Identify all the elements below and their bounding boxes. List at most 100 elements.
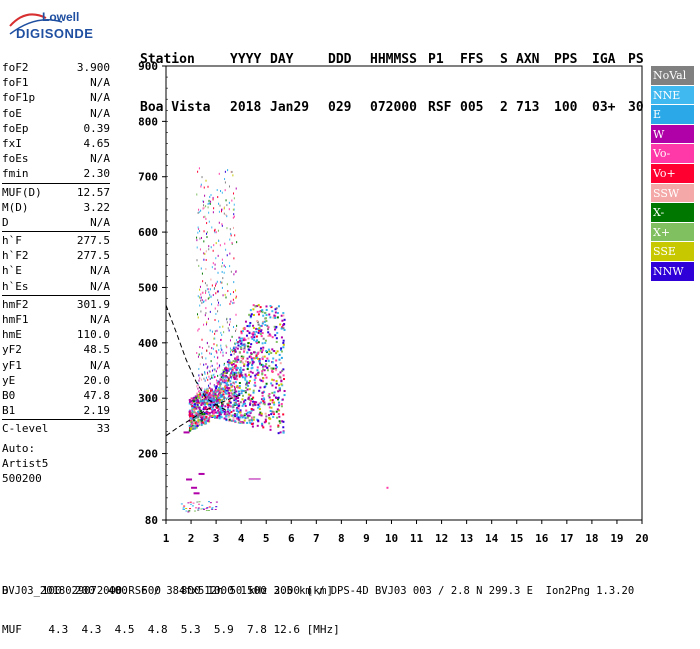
echo-point bbox=[248, 388, 251, 391]
echo-point bbox=[205, 393, 207, 396]
echo-point bbox=[210, 353, 212, 356]
echo-point bbox=[226, 383, 229, 386]
echo-point bbox=[216, 189, 218, 192]
param-label: hmF1 bbox=[2, 313, 29, 326]
echo-point bbox=[197, 295, 199, 298]
echo-point bbox=[200, 396, 202, 399]
echo-point bbox=[202, 280, 204, 283]
echo-point bbox=[229, 265, 231, 268]
echo-point bbox=[260, 329, 263, 332]
echo-point bbox=[227, 391, 229, 394]
echo-point bbox=[235, 375, 237, 378]
y-tick-label: 900 bbox=[138, 60, 158, 73]
echo-point bbox=[216, 397, 218, 400]
echo-point bbox=[230, 385, 233, 388]
echo-point bbox=[203, 390, 205, 393]
echo-point bbox=[203, 411, 206, 414]
echo-point bbox=[205, 232, 207, 235]
echo-point bbox=[203, 416, 206, 419]
param-label: h`F bbox=[2, 234, 22, 248]
echo-point bbox=[229, 347, 231, 350]
x-tick-label: 12 bbox=[435, 532, 448, 545]
echo-point bbox=[216, 351, 218, 354]
distance-row: D 100 200 400 600 800 1000 1500 3000 [km… bbox=[2, 584, 334, 597]
echo-point bbox=[214, 284, 216, 287]
echo-point bbox=[275, 340, 278, 343]
echo-point bbox=[197, 421, 200, 424]
echo-point bbox=[231, 363, 234, 366]
echo-point bbox=[216, 390, 218, 393]
echo-point bbox=[265, 305, 268, 308]
x-tick-label: 13 bbox=[460, 532, 473, 545]
echo-point bbox=[256, 321, 259, 324]
echo-point bbox=[273, 403, 276, 406]
echo-point bbox=[280, 405, 283, 408]
echo-point bbox=[237, 371, 240, 374]
echo-point bbox=[213, 416, 216, 419]
echo-point bbox=[198, 374, 200, 377]
echo-point bbox=[210, 389, 213, 392]
echo-point bbox=[250, 367, 253, 370]
echo-point bbox=[199, 399, 202, 402]
echo-point bbox=[192, 502, 195, 504]
echo-point bbox=[224, 189, 226, 192]
echo-point bbox=[212, 196, 214, 199]
echo-point bbox=[283, 328, 286, 331]
echo-point bbox=[246, 330, 249, 333]
echo-point bbox=[249, 411, 252, 414]
param-value: 277.5 bbox=[76, 234, 110, 248]
echo-point bbox=[268, 333, 271, 336]
echo-point bbox=[244, 413, 247, 416]
echo-point bbox=[199, 414, 202, 417]
echo-point bbox=[224, 242, 226, 245]
echo-point bbox=[232, 226, 234, 229]
echo-point bbox=[268, 402, 271, 405]
echo-point bbox=[206, 402, 209, 405]
echo-point bbox=[232, 409, 235, 412]
echo-point bbox=[202, 200, 204, 203]
echo-point bbox=[209, 404, 212, 407]
x-tick-label: 11 bbox=[410, 532, 424, 545]
echo-point bbox=[244, 399, 247, 402]
divider bbox=[2, 419, 110, 421]
echo-point bbox=[213, 244, 215, 247]
echo-point bbox=[244, 416, 247, 419]
echo-point bbox=[275, 369, 278, 372]
echo-point bbox=[209, 365, 211, 368]
echo-point bbox=[211, 226, 213, 229]
echo-point bbox=[201, 402, 204, 405]
echo-point bbox=[223, 417, 226, 420]
echo-point bbox=[281, 319, 284, 322]
echo-point bbox=[199, 392, 201, 395]
echo-point bbox=[233, 377, 236, 380]
echo-point bbox=[206, 367, 208, 370]
echo-point bbox=[197, 211, 199, 214]
echo-point bbox=[214, 263, 216, 266]
plot-frame bbox=[165, 65, 643, 521]
echo-point bbox=[245, 334, 248, 337]
echo-point bbox=[217, 408, 220, 411]
echo-point bbox=[219, 396, 221, 399]
echo-point bbox=[276, 331, 279, 334]
echo-point bbox=[202, 393, 205, 396]
echo-point bbox=[223, 363, 225, 366]
echo-point bbox=[275, 352, 278, 355]
echo-point bbox=[210, 288, 212, 291]
echo-point bbox=[194, 507, 197, 509]
echo-point bbox=[188, 400, 191, 403]
echo-point bbox=[205, 250, 207, 253]
echo-point bbox=[200, 185, 202, 188]
echo-point bbox=[232, 363, 235, 366]
echo-point bbox=[272, 316, 275, 319]
header-row1-cell: PPS bbox=[554, 52, 578, 67]
echo-point bbox=[210, 194, 212, 197]
echo-point bbox=[266, 324, 269, 327]
echo-point bbox=[257, 331, 260, 334]
echo-point bbox=[268, 350, 271, 353]
echo-point bbox=[211, 330, 213, 333]
echo-point bbox=[242, 389, 245, 392]
echo-point bbox=[238, 382, 241, 385]
echo-point bbox=[221, 224, 223, 227]
echo-point bbox=[211, 376, 213, 379]
echo-point bbox=[215, 402, 218, 405]
